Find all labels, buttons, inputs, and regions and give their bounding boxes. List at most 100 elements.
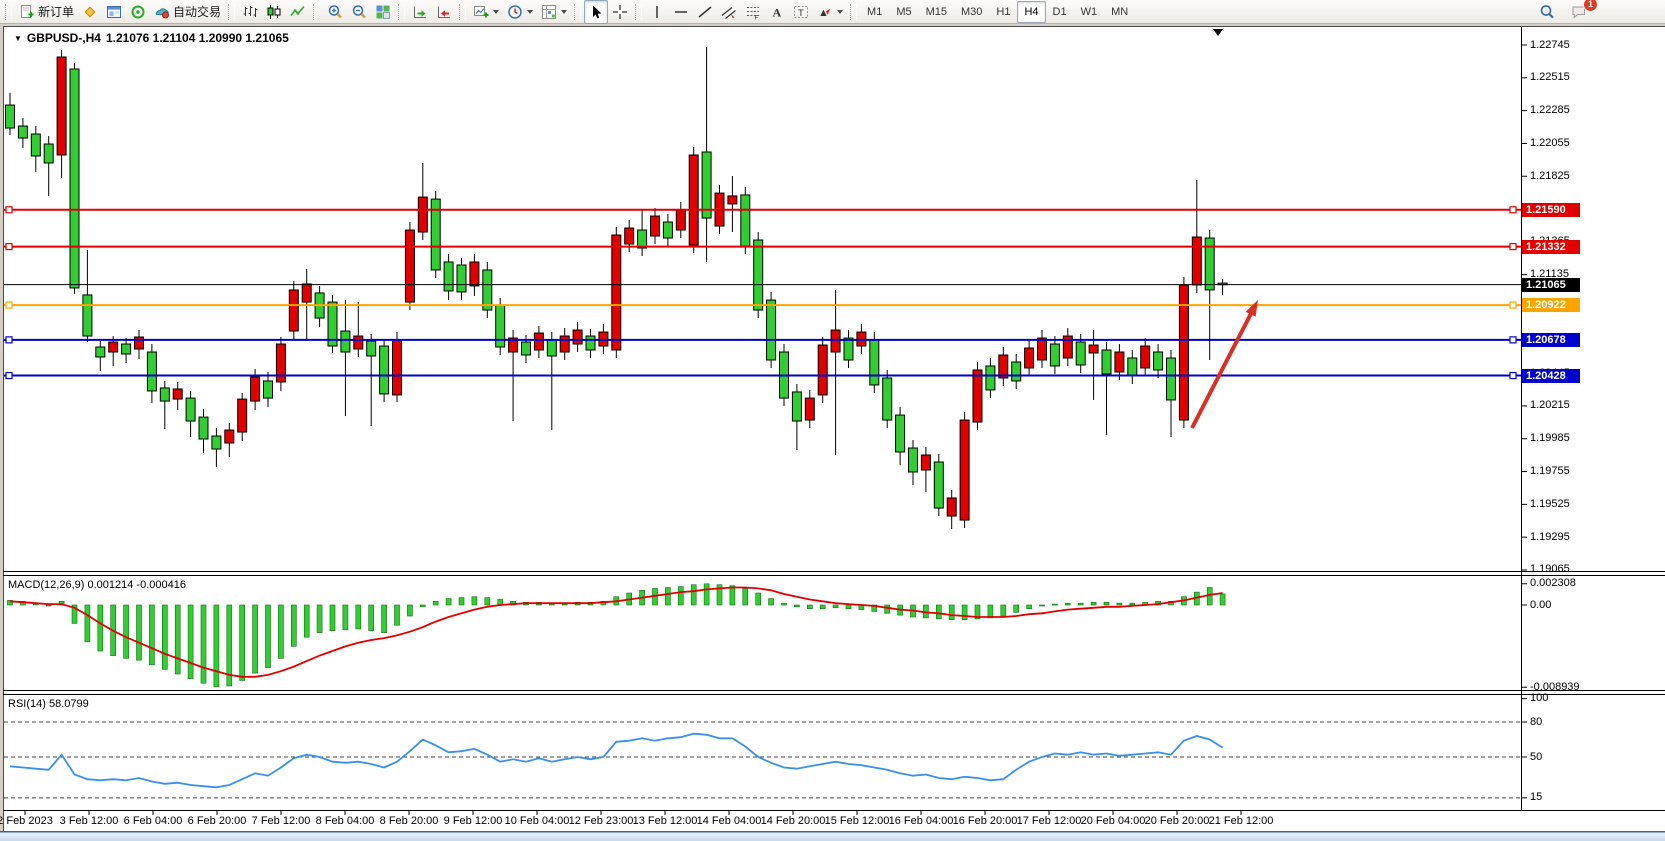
candle-body[interactable] — [791, 391, 802, 422]
notifications-button[interactable]: 1 — [1567, 0, 1598, 24]
candles-layer[interactable] — [5, 46, 1228, 530]
candle-body[interactable] — [198, 416, 209, 440]
candle-body[interactable] — [134, 336, 144, 350]
auto-scroll-button[interactable] — [408, 0, 432, 24]
candle-body[interactable] — [172, 388, 183, 400]
candle-body[interactable] — [30, 133, 41, 157]
candle-body[interactable] — [688, 154, 699, 246]
trendline-button[interactable] — [693, 0, 717, 24]
candle-body[interactable] — [908, 447, 918, 473]
candle-body[interactable] — [1191, 236, 1202, 286]
candle-body[interactable] — [288, 289, 299, 332]
symbol-dropdown-icon[interactable]: ▼ — [14, 33, 22, 43]
candle-body[interactable] — [753, 239, 764, 311]
candle-body[interactable] — [662, 221, 673, 239]
candle-body[interactable] — [392, 339, 402, 396]
candle-body[interactable] — [895, 414, 906, 453]
candle-body[interactable] — [766, 299, 777, 361]
bars-chart-button[interactable] — [238, 0, 262, 24]
candle-body[interactable] — [340, 330, 351, 353]
candle-body[interactable] — [482, 269, 493, 311]
panel-separator[interactable] — [3, 690, 1665, 691]
candle-body[interactable] — [637, 229, 648, 249]
tf-m15-button[interactable]: M15 — [925, 5, 947, 18]
horizontal-line-button[interactable] — [669, 0, 693, 24]
chart-shift-button[interactable] — [432, 0, 456, 24]
text-label-button[interactable]: T — [789, 0, 813, 24]
candle-body[interactable] — [404, 229, 415, 303]
candle-body[interactable] — [611, 234, 622, 351]
tf-h1-button[interactable]: H1 — [996, 5, 1011, 18]
candle-body[interactable] — [159, 387, 170, 402]
line-handle[interactable] — [1509, 206, 1517, 214]
candle-body[interactable] — [933, 461, 944, 509]
zoom-out-button[interactable] — [347, 0, 371, 24]
candle-body[interactable] — [1166, 357, 1176, 401]
candle-body[interactable] — [379, 345, 390, 395]
candle-body[interactable] — [366, 340, 377, 357]
candle-body[interactable] — [869, 339, 880, 386]
candle-body[interactable] — [82, 294, 93, 337]
templates-button[interactable] — [537, 0, 571, 24]
candle-body[interactable] — [1088, 344, 1099, 354]
candle-body[interactable] — [1127, 357, 1138, 377]
line-handle[interactable] — [5, 206, 13, 214]
candle-body[interactable] — [882, 377, 893, 421]
line-handle[interactable] — [5, 371, 13, 380]
terminal-button[interactable] — [102, 0, 126, 24]
candle-body[interactable] — [1204, 237, 1215, 291]
candle-body[interactable] — [1114, 351, 1125, 373]
fibonacci-button[interactable]: F — [741, 0, 765, 24]
candle-body[interactable] — [56, 56, 67, 156]
new-chart-button[interactable] — [469, 0, 503, 24]
candle-body[interactable] — [185, 397, 196, 422]
candle-body[interactable] — [5, 104, 15, 129]
candle-body[interactable] — [69, 68, 80, 289]
candle-body[interactable] — [585, 335, 596, 351]
candle-body[interactable] — [237, 398, 248, 433]
candle-body[interactable] — [301, 283, 312, 303]
crosshair-button[interactable] — [608, 0, 632, 24]
line-handle[interactable] — [1509, 301, 1517, 309]
candle-body[interactable] — [224, 429, 235, 444]
candle-body[interactable] — [211, 435, 222, 450]
candle-body[interactable] — [701, 151, 712, 219]
dropdown-caret-icon[interactable] — [837, 9, 844, 14]
cursor-button[interactable] — [584, 0, 609, 24]
line-chart-button[interactable] — [286, 0, 310, 24]
equidistant-channel-button[interactable] — [717, 0, 741, 24]
search-button[interactable] — [1535, 0, 1559, 24]
candle-body[interactable] — [1140, 345, 1151, 369]
candle-body[interactable] — [121, 343, 132, 355]
arrows-button[interactable] — [813, 0, 847, 24]
candle-body[interactable] — [521, 341, 531, 356]
line-handle[interactable] — [5, 336, 13, 344]
candle-body[interactable] — [946, 497, 957, 517]
line-handle[interactable] — [5, 301, 13, 309]
trend-arrow-annotation[interactable] — [1190, 300, 1258, 429]
auto-trading-button[interactable]: 自动交易 — [150, 0, 225, 24]
tf-m1-button[interactable]: M1 — [867, 5, 883, 18]
candle-body[interactable] — [817, 344, 828, 396]
dropdown-caret-icon[interactable] — [527, 9, 534, 14]
candle-body[interactable] — [920, 454, 931, 471]
candle-body[interactable] — [469, 261, 480, 287]
line-handle[interactable] — [5, 242, 13, 251]
candle-body[interactable] — [675, 209, 686, 231]
text-button[interactable]: A — [765, 0, 789, 24]
candle-body[interactable] — [650, 215, 660, 237]
candle-body[interactable] — [43, 143, 54, 164]
line-handle[interactable] — [1509, 336, 1517, 344]
candle-body[interactable] — [417, 196, 428, 233]
candle-body[interactable] — [559, 335, 570, 353]
candle-body[interactable] — [959, 419, 970, 521]
candle-body[interactable] — [1101, 349, 1112, 375]
candle-body[interactable] — [250, 376, 261, 402]
candle-body[interactable] — [624, 227, 635, 245]
tile-windows-button[interactable] — [371, 0, 395, 24]
tf-h4-button[interactable]: H4 — [1017, 0, 1046, 23]
candle-body[interactable] — [275, 343, 286, 383]
tf-m30-button[interactable]: M30 — [961, 5, 983, 18]
line-handle[interactable] — [1509, 371, 1517, 380]
